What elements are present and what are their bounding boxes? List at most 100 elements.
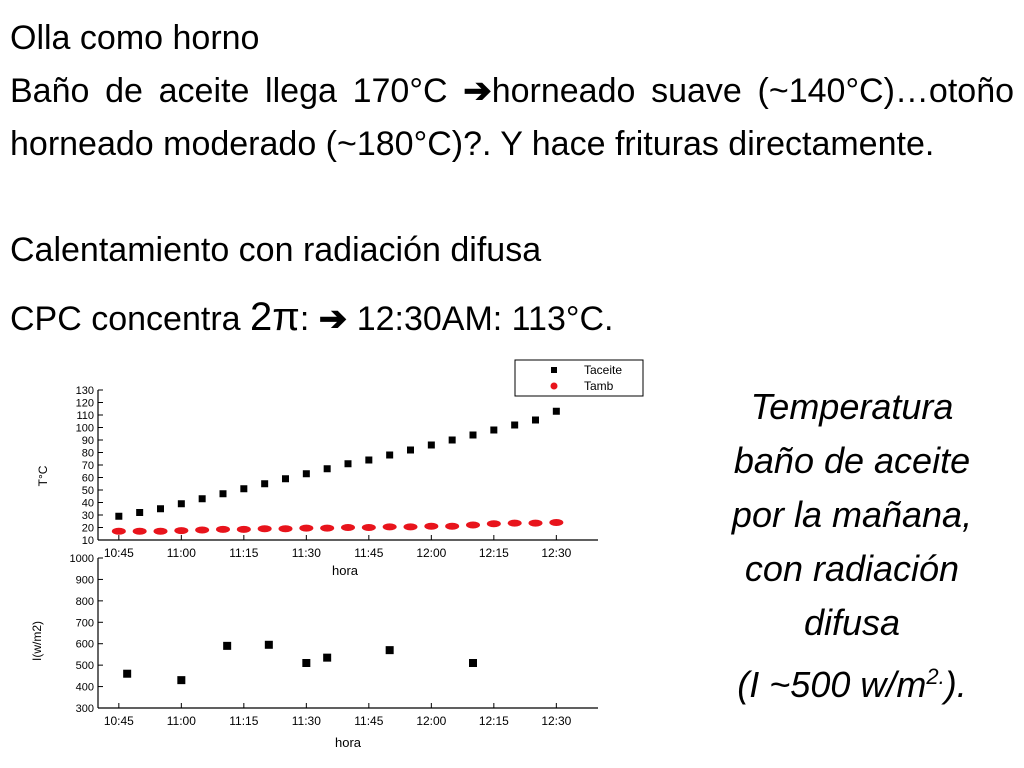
bottom-point-s0 <box>264 640 273 649</box>
bottom-y-tick-label: 300 <box>76 703 94 715</box>
top-point-taceite <box>323 465 331 473</box>
top-point-tamb <box>445 522 460 530</box>
top-y-tick-label: 110 <box>76 410 94 422</box>
right-arrow-icon: ➔ <box>318 300 348 338</box>
cpc-text-b: : <box>299 300 319 338</box>
slide-line-calentamiento: Calentamiento con radiación difusa <box>10 231 542 269</box>
bottom-point-s0 <box>469 659 477 667</box>
top-x-tick-label: 11:00 <box>167 546 196 560</box>
top-point-tamb <box>486 520 501 528</box>
chart-caption: Temperatura baño de aceite por la mañana… <box>700 380 1004 712</box>
bottom-x-tick-label: 11:30 <box>292 714 321 728</box>
bottom-x-tick-label: 11:15 <box>229 714 258 728</box>
top-point-taceite <box>490 426 498 434</box>
legend-marker-tamb <box>550 382 558 390</box>
top-point-taceite <box>511 421 519 429</box>
top-point-taceite <box>365 456 373 464</box>
legend-box <box>514 359 644 397</box>
top-point-tamb <box>466 521 480 529</box>
top-point-tamb <box>320 524 335 532</box>
top-point-tamb <box>216 525 230 533</box>
top-y-tick-label: 90 <box>82 435 94 447</box>
top-point-taceite <box>282 475 289 483</box>
top-x-tick-label: 12:00 <box>416 546 446 560</box>
para-text-2: C <box>422 72 464 110</box>
bottom-chart-marks: 300 400 500 600 700 800 900 1000 10:45 11:00 11:15… <box>70 553 572 728</box>
top-point-taceite <box>261 480 269 488</box>
top-point-tamb <box>382 523 397 531</box>
top-point-tamb <box>153 527 168 535</box>
bottom-y-tick-label: 600 <box>76 639 94 651</box>
bottom-x-tick-label: 10:45 <box>104 714 134 728</box>
top-point-taceite <box>448 436 456 444</box>
caption-line: baño de aceite <box>733 440 971 481</box>
top-point-tamb <box>507 519 522 527</box>
top-point-taceite <box>427 441 435 449</box>
bottom-y-tick-label: 800 <box>76 596 94 608</box>
top-point-taceite <box>198 495 206 503</box>
caption-line: por la mañana, <box>731 494 973 535</box>
cpc-pi: 2π <box>250 295 300 339</box>
legend-label-taceite: Taceite <box>584 363 622 377</box>
top-y-tick-label: 10 <box>82 535 94 547</box>
top-point-tamb <box>341 524 355 531</box>
bottom-y-tick-label: 500 <box>76 660 94 672</box>
caption-line: difusa <box>803 602 901 643</box>
top-x-tick-label: 10:45 <box>104 546 134 560</box>
bottom-x-tick-label: 12:00 <box>416 714 446 728</box>
caption-line-last: (I ~500 w/m2.). <box>700 650 1004 712</box>
bottom-x-tick-label: 11:45 <box>354 714 383 728</box>
top-point-taceite <box>219 490 227 498</box>
top-point-tamb <box>174 527 189 535</box>
top-point-tamb <box>236 525 251 533</box>
top-point-tamb <box>424 522 439 530</box>
cpc-text-a: CPC concentra <box>10 300 250 338</box>
top-point-tamb <box>132 527 147 535</box>
top-point-tamb <box>549 519 564 526</box>
bottom-point-s0 <box>323 653 332 662</box>
top-x-tick-label: 11:45 <box>354 546 383 560</box>
top-point-taceite <box>302 470 310 478</box>
caption-last-post: ). <box>944 664 967 705</box>
bottom-y-tick-label: 1000 <box>70 553 94 565</box>
top-y-tick-label: 50 <box>82 485 94 497</box>
degree-symbol: ° <box>845 72 860 110</box>
legend-marker-taceite <box>551 367 557 373</box>
bottom-point-s0 <box>177 676 186 685</box>
top-point-tamb <box>403 523 418 531</box>
top-point-tamb <box>111 527 126 535</box>
top-point-taceite <box>532 416 539 424</box>
top-point-taceite <box>552 407 560 415</box>
top-point-taceite <box>177 500 185 508</box>
bottom-point-s0 <box>223 641 232 650</box>
top-point-taceite <box>469 431 477 439</box>
top-y-tick-label: 60 <box>82 473 94 485</box>
legend-label-tamb: Tamb <box>584 379 614 393</box>
bottom-x-tick-label: 12:30 <box>541 714 571 728</box>
bottom-point-s0 <box>302 659 311 667</box>
top-y-tick-label: 80 <box>82 448 94 460</box>
top-point-tamb <box>361 524 376 531</box>
caption-last-pre: (I ~500 w/m <box>737 664 927 705</box>
top-point-tamb <box>195 526 210 534</box>
top-point-taceite <box>136 509 144 516</box>
bottom-x-label: hora <box>335 735 362 750</box>
top-point-taceite <box>240 485 248 493</box>
degree-symbol: ° <box>413 125 428 163</box>
bottom-y-tick-label: 700 <box>76 617 94 629</box>
top-y-tick-label: 30 <box>82 510 94 522</box>
slide-paragraph: Baño de aceite llega 170°C ➔horneado sua… <box>10 65 1014 171</box>
top-x-tick-label: 12:15 <box>479 546 509 560</box>
para-text-5: C)?. Y hace frituras directamente. <box>427 125 935 163</box>
top-point-taceite <box>386 451 394 459</box>
slide-line-cpc: CPC concentra 2π: ➔ 12:30AM: 113°C. <box>10 291 613 346</box>
top-x-label: hora <box>332 563 359 578</box>
top-point-taceite <box>157 505 164 513</box>
slide-title: Olla como horno <box>10 19 260 57</box>
bottom-x-tick-label: 12:15 <box>479 714 509 728</box>
top-point-tamb <box>528 519 543 527</box>
bottom-y-tick-label: 400 <box>76 682 94 694</box>
top-point-tamb <box>278 525 293 533</box>
